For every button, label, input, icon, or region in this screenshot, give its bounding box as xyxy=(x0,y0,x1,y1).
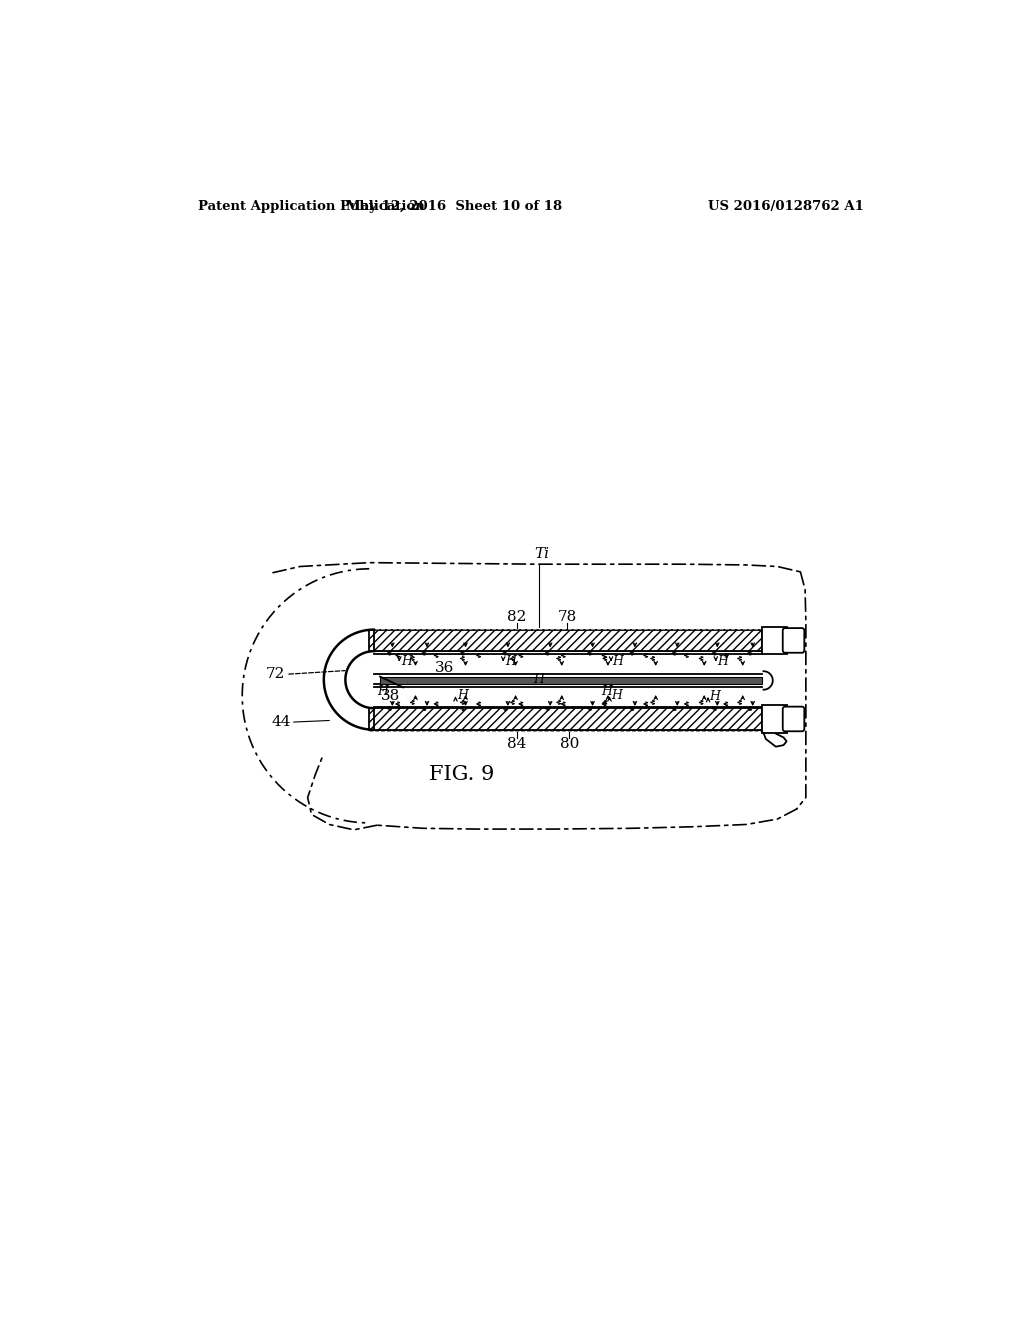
Text: FIG. 9: FIG. 9 xyxy=(429,764,495,784)
Text: H: H xyxy=(717,656,728,668)
Text: 36: 36 xyxy=(435,661,454,675)
Text: May 12, 2016  Sheet 10 of 18: May 12, 2016 Sheet 10 of 18 xyxy=(346,199,562,213)
Text: Ti: Ti xyxy=(535,546,549,561)
Bar xyxy=(370,630,762,651)
Text: H: H xyxy=(505,656,516,668)
Text: H: H xyxy=(601,685,612,698)
Text: 38: 38 xyxy=(381,689,400,702)
Bar xyxy=(762,627,786,655)
Text: 44: 44 xyxy=(271,715,291,729)
Text: 82: 82 xyxy=(508,610,526,624)
Text: 84: 84 xyxy=(508,737,526,751)
Text: 78: 78 xyxy=(557,610,577,624)
Text: H: H xyxy=(534,673,544,686)
Text: H: H xyxy=(378,685,388,698)
Bar xyxy=(762,705,786,733)
Text: H: H xyxy=(400,656,412,668)
Text: H: H xyxy=(612,656,624,668)
FancyBboxPatch shape xyxy=(782,628,804,653)
Bar xyxy=(380,677,762,684)
Text: Patent Application Publication: Patent Application Publication xyxy=(199,199,425,213)
Text: H: H xyxy=(710,690,721,704)
Text: H: H xyxy=(611,689,622,702)
Text: 80: 80 xyxy=(560,737,580,751)
Text: 72: 72 xyxy=(265,668,285,681)
Text: H: H xyxy=(457,689,468,702)
Text: US 2016/0128762 A1: US 2016/0128762 A1 xyxy=(708,199,864,213)
FancyBboxPatch shape xyxy=(782,706,804,731)
Bar xyxy=(370,708,762,730)
